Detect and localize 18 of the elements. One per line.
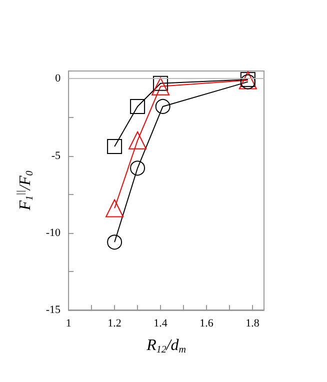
y-tick-label: -15 [46, 304, 62, 316]
x-tick-label: 1.2 [108, 318, 122, 330]
point [155, 98, 170, 114]
y-axis-title: F1||/F0 [16, 170, 36, 212]
point [128, 131, 147, 150]
y-tick-label: 0 [55, 72, 62, 85]
x-tick-label: 1 [66, 318, 72, 330]
point [107, 234, 122, 250]
point [107, 139, 122, 154]
point [152, 77, 170, 96]
y-tick-label: -5 [51, 150, 62, 162]
x-tick-label: 1.6 [200, 318, 214, 330]
x-tick-label: 1.4 [154, 318, 168, 330]
point [130, 160, 146, 176]
point [106, 199, 124, 218]
x-tick-label: 1.8 [246, 318, 260, 330]
y-tick-label: -10 [46, 226, 62, 239]
point [130, 98, 146, 114]
